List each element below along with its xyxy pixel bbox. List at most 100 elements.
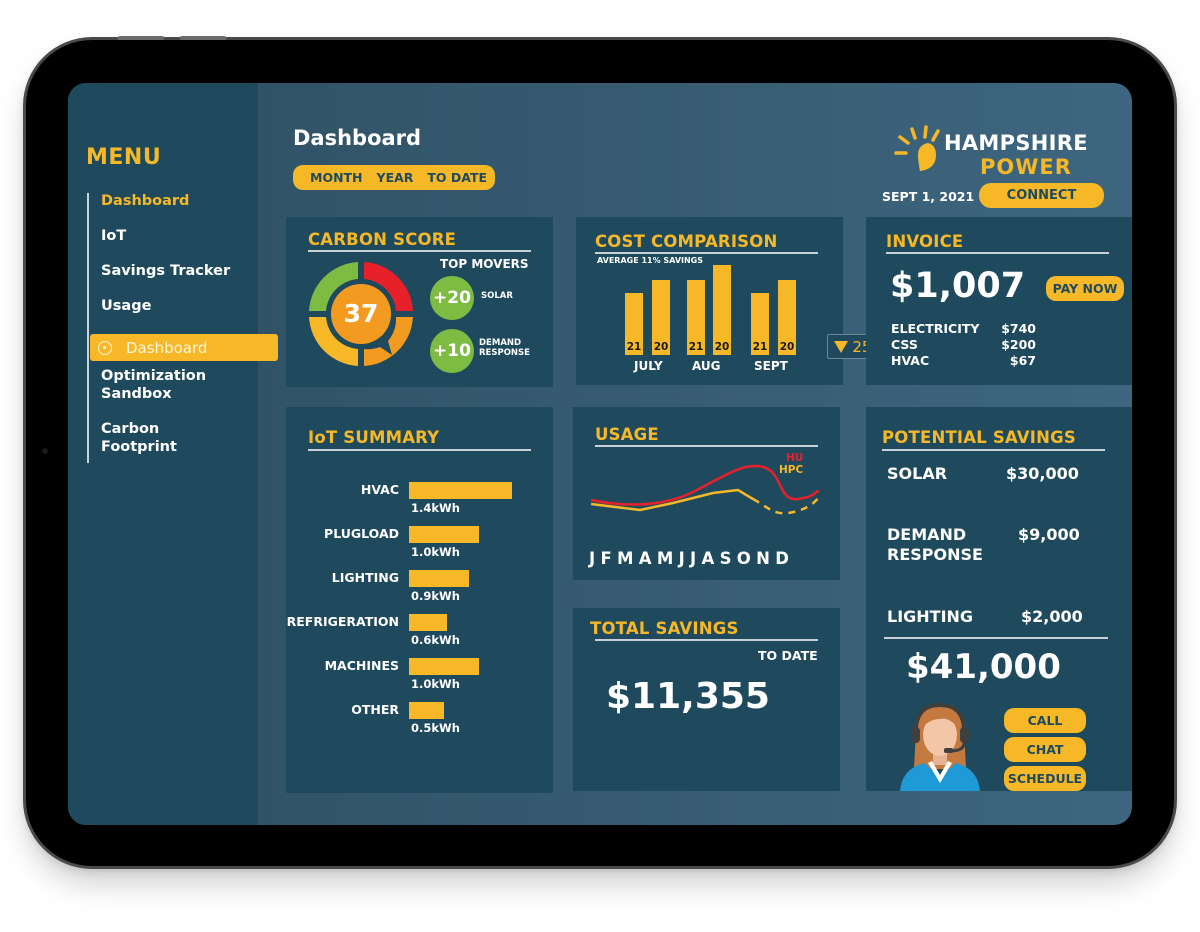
cost-comparison-card: COST COMPARISON AVERAGE 11% SAVINGS 21 2… <box>576 217 843 385</box>
carbon-score-ring <box>309 262 413 366</box>
card-title: USAGE <box>595 425 659 444</box>
x-label-july: JULY <box>634 359 663 373</box>
mover-badge-solar: +20 <box>430 276 474 320</box>
potential-label-lighting: LIGHTING <box>887 607 974 626</box>
iot-label-lighting: LIGHTING <box>331 570 399 585</box>
title-divider <box>595 252 818 254</box>
menu-divider <box>87 193 89 463</box>
bar-sept-20: 20 <box>778 280 796 355</box>
iot-bar-lighting <box>409 570 469 587</box>
brand-name-line1: HAMPSHIRE <box>944 131 1088 155</box>
title-divider <box>595 639 818 641</box>
connect-button[interactable]: CONNECT <box>979 183 1104 208</box>
iot-value-refrigeration: 0.6kWh <box>411 633 460 647</box>
mover-label-solar: SOLAR <box>481 291 513 301</box>
pay-now-button[interactable]: PAY NOW <box>1046 276 1124 301</box>
sidebar-item-savings-tracker[interactable]: Savings Tracker <box>101 263 231 279</box>
period-selector: MONTH YEAR TO DATE <box>293 165 495 190</box>
iot-bar-machines <box>409 658 479 675</box>
support-agent-avatar <box>900 702 980 791</box>
sun-icon <box>894 125 940 171</box>
card-title: POTENTIAL SAVINGS <box>882 428 1076 447</box>
invoice-card: INVOICE $1,007 PAY NOW ELECTRICITY $740 … <box>866 217 1132 385</box>
iot-label-refrigeration: REFRIGERATION <box>286 614 399 629</box>
page-title: Dashboard <box>293 126 422 150</box>
invoice-line-amount: $67 <box>1009 353 1036 368</box>
chat-button[interactable]: CHAT <box>1004 737 1086 762</box>
title-divider <box>308 250 531 252</box>
card-title: INVOICE <box>886 232 964 251</box>
sidebar-item-label: Footprint <box>101 439 177 455</box>
card-title: CARBON SCORE <box>308 230 457 249</box>
legend-hpc: HPC <box>779 464 804 476</box>
bar-aug-21: 21 <box>687 280 705 355</box>
invoice-line-label: CSS <box>891 337 918 352</box>
sidebar-item-dashboard[interactable]: Dashboard <box>101 193 190 209</box>
total-savings-amount: $11,355 <box>606 676 770 717</box>
top-movers-label: TOP MOVERS <box>440 257 529 271</box>
cost-subtitle: AVERAGE 11% SAVINGS <box>597 256 704 265</box>
potential-savings-card: POTENTIAL SAVINGS SOLAR $30,000 DEMAND R… <box>866 407 1132 791</box>
legend-hu: HU <box>786 452 804 464</box>
title-divider <box>882 449 1105 451</box>
potential-amount-lighting: $2,000 <box>1021 607 1083 626</box>
invoice-total: $1,007 <box>890 266 1026 306</box>
iot-bar-other <box>409 702 444 719</box>
iot-label-plugload: PLUGLOAD <box>324 526 399 541</box>
invoice-line-label: HVAC <box>891 353 930 368</box>
down-triangle-icon <box>834 340 849 353</box>
total-savings-period: TO DATE <box>758 648 818 663</box>
brand-name-line2: POWER <box>980 155 1072 179</box>
total-divider <box>884 637 1108 639</box>
total-savings-card: TOTAL SAVINGS TO DATE $11,355 <box>573 608 840 791</box>
card-title: TOTAL SAVINGS <box>590 619 739 638</box>
period-to-date-option[interactable]: TO DATE <box>427 170 488 185</box>
potential-savings-total: $41,000 <box>906 647 1061 687</box>
iot-bar-refrigeration <box>409 614 447 631</box>
potential-amount-solar: $30,000 <box>1006 464 1079 483</box>
bar-july-21: 21 <box>625 293 643 355</box>
x-label-sept: SEPT <box>754 359 788 373</box>
bar-july-20: 20 <box>652 280 670 355</box>
sidebar-item-optimization-sandbox[interactable]: Optimization Sandbox <box>101 367 206 403</box>
card-title: IoT SUMMARY <box>308 428 440 447</box>
sidebar-item-iot[interactable]: IoT <box>101 228 127 244</box>
iot-label-machines: MACHINES <box>324 658 399 673</box>
card-title: COST COMPARISON <box>595 232 778 251</box>
iot-label-hvac: HVAC <box>360 482 399 497</box>
label-line: DEMAND <box>887 525 967 544</box>
title-divider <box>595 445 818 447</box>
sidebar-item-carbon-footprint[interactable]: Carbon Footprint <box>101 420 177 456</box>
iot-summary-card: IoT SUMMARY HVAC 1.4kWh PLUGLOAD 1.0kWh … <box>286 407 553 793</box>
invoice-line-amount: $200 <box>1001 337 1036 352</box>
app-screen: MENU Dashboard IoT Savings Tracker Usage… <box>68 83 1132 825</box>
bar-aug-20: 20 <box>713 265 731 355</box>
iot-label-other: OTHER <box>351 702 399 717</box>
usage-line-chart <box>590 464 820 515</box>
potential-label-solar: SOLAR <box>887 464 948 483</box>
iot-bar-plugload <box>409 526 479 543</box>
volume-down-button <box>180 36 226 40</box>
sidebar-item-usage[interactable]: Usage <box>101 298 152 314</box>
call-button[interactable]: CALL <box>1004 708 1086 733</box>
invoice-line-label: ELECTRICITY <box>891 321 980 336</box>
sidebar-item-label: Dashboard <box>126 338 208 357</box>
sidebar-item-dashboard-hover[interactable]: Dashboard <box>90 334 278 361</box>
period-month-option[interactable]: MONTH <box>310 170 363 185</box>
title-divider <box>886 252 1109 254</box>
potential-label-demand-response: DEMAND RESPONSE <box>887 525 983 565</box>
mover-label-demand-response: DEMAND RESPONSE <box>479 338 530 358</box>
usage-card: USAGE HU HPC JFMAMJJASOND <box>573 407 840 580</box>
mover-label-line: RESPONSE <box>479 348 530 358</box>
x-label-aug: AUG <box>692 359 721 373</box>
carbon-score-card: CARBON SCORE 37 TOP MOVERS +20 SOLAR +10… <box>286 217 553 387</box>
iot-value-other: 0.5kWh <box>411 721 460 735</box>
iot-value-hvac: 1.4kWh <box>411 501 460 515</box>
label-line: RESPONSE <box>887 545 983 564</box>
sidebar-item-label: Carbon <box>101 421 160 437</box>
period-year-option[interactable]: YEAR <box>376 170 414 185</box>
schedule-button[interactable]: SCHEDULE <box>1004 766 1086 791</box>
camera <box>42 448 48 454</box>
menu-title: MENU <box>86 145 162 170</box>
invoice-line-amount: $740 <box>1001 321 1036 336</box>
